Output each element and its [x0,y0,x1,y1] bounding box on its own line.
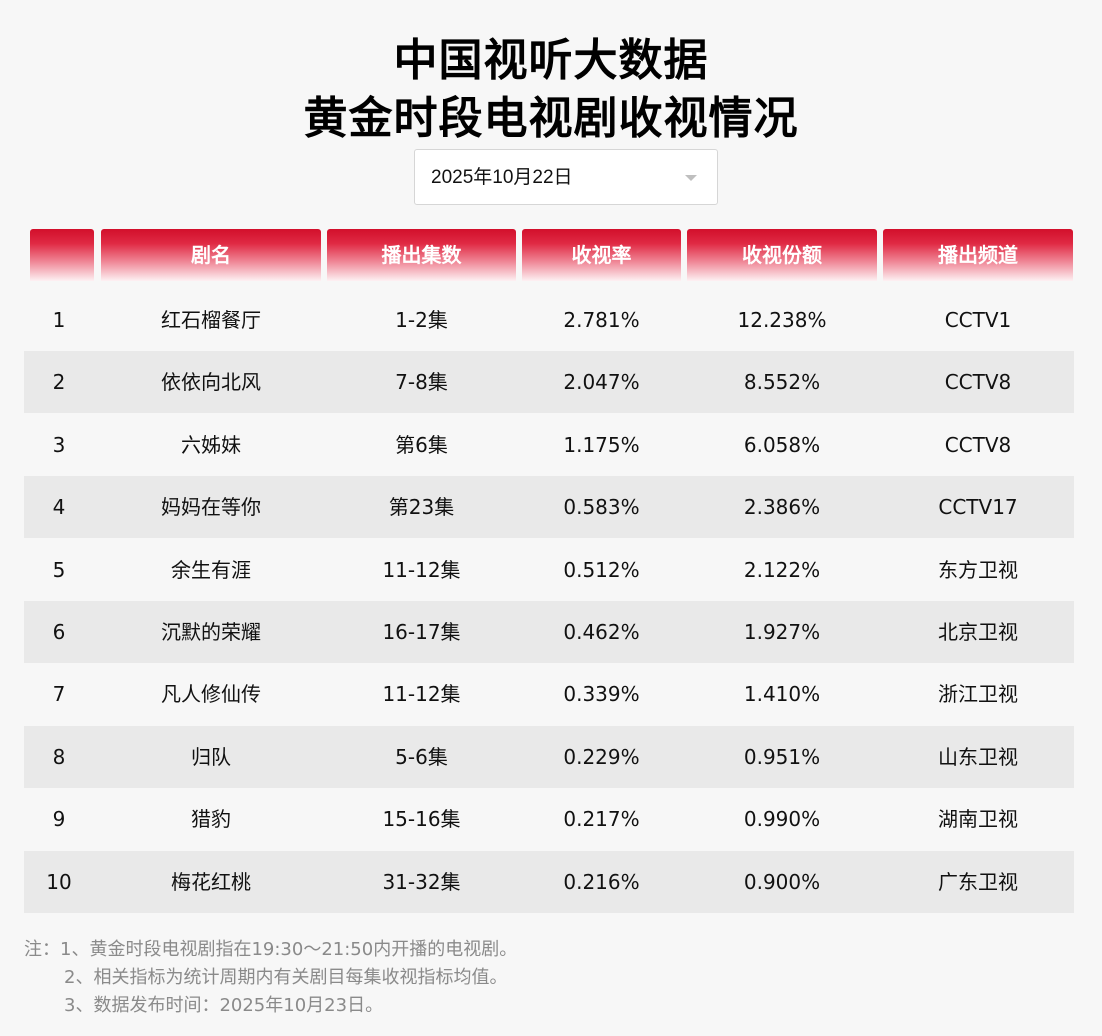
header-name: 剧名 [101,229,321,281]
cell-name: 依依向北风 [161,370,261,395]
chevron-down-icon [685,175,697,181]
cell-share: 2.386% [743,495,821,520]
cell-rating: 1.175% [563,432,640,457]
cell-name: 六姊妹 [181,432,241,457]
cell-rating: 0.229% [563,744,640,769]
cell-episodes: 5-6集 [395,744,448,769]
cell-episodes: 第6集 [395,432,448,457]
table-row: 3 六姊妹 第6集 1.175% 6.058% CCTV8 [24,414,1074,476]
cell-episodes: 11-12集 [382,682,461,707]
cell-share: 12.238% [737,308,827,332]
page-subtitle: 黄金时段电视剧收视情况 [303,93,799,144]
date-select-value: 2025年10月22日 [431,167,573,188]
table-row: 8 归队 5-6集 0.229% 0.951% 山东卫视 [24,725,1074,788]
footnote-2: 2、相关指标为统计周期内有关剧目每集收视指标均值。 [64,967,508,988]
table-row: 1 红石榴餐厅 1-2集 2.781% 12.238% CCTV1 [24,289,1074,351]
date-select[interactable]: 2025年10月22日 [414,149,718,205]
cell-rating: 0.583% [563,495,640,520]
cell-rating: 0.462% [563,620,640,644]
cell-share: 6.058% [743,432,821,457]
cell-episodes: 11-12集 [382,557,461,582]
cell-channel: CCTV8 [944,370,1012,395]
cell-episodes: 16-17集 [382,620,461,644]
cell-name: 凡人修仙传 [161,682,261,707]
cell-share: 2.122% [743,557,821,582]
table-row: 7 凡人修仙传 11-12集 0.339% 1.410% 浙江卫视 [24,663,1074,725]
cell-channel: 浙江卫视 [938,682,1018,707]
cell-channel: CCTV8 [944,432,1012,457]
cell-episodes: 1-2集 [395,308,448,332]
cell-channel: CCTV1 [944,308,1012,332]
cell-name: 猎豹 [191,807,231,832]
cell-channel: 北京卫视 [938,620,1018,644]
cell-channel: 东方卫视 [938,557,1018,582]
cell-rating: 2.047% [563,370,640,395]
cell-share: 0.900% [743,869,821,894]
cell-rank: 3 [52,432,66,457]
cell-share: 1.410% [743,682,821,707]
cell-name: 沉默的荣耀 [161,620,261,644]
cell-rating: 0.512% [563,557,640,582]
cell-episodes: 7-8集 [395,370,448,395]
cell-episodes: 第23集 [388,495,455,520]
cell-rank: 7 [52,682,66,707]
table-row: 4 妈妈在等你 第23集 0.583% 2.386% CCTV17 [24,476,1074,539]
header-episodes: 播出集数 [327,229,516,281]
cell-rank: 1 [52,308,66,332]
cell-rank: 2 [52,370,66,395]
cell-name: 归队 [191,744,231,769]
cell-channel: CCTV17 [938,495,1018,520]
cell-share: 1.927% [743,620,821,644]
table-row: 6 沉默的荣耀 16-17集 0.462% 1.927% 北京卫视 [24,601,1074,663]
cell-rank: 9 [52,807,66,832]
cell-name: 妈妈在等你 [161,495,261,520]
cell-rank: 6 [52,620,66,644]
header-channel: 播出频道 [883,229,1073,281]
cell-rating: 2.781% [563,308,640,332]
cell-rating: 0.216% [563,869,640,894]
cell-share: 0.951% [743,744,821,769]
cell-name: 梅花红桃 [171,869,251,894]
footnote-3: 3、数据发布时间：2025年10月23日。 [64,995,384,1016]
table-row: 10 梅花红桃 31-32集 0.216% 0.900% 广东卫视 [24,850,1074,913]
cell-name: 余生有涯 [171,557,251,582]
header-rating: 收视率 [522,229,681,281]
cell-channel: 山东卫视 [938,744,1018,769]
header-share: 收视份额 [687,229,877,281]
cell-rank: 4 [52,495,66,520]
table-row: 9 猎豹 15-16集 0.217% 0.990% 湖南卫视 [24,788,1074,850]
cell-episodes: 31-32集 [382,869,461,894]
footnotes: 注：1、黄金时段电视剧指在19:30～21:50内开播的电视剧。 2、相关指标为… [24,936,517,1020]
cell-channel: 湖南卫视 [938,807,1018,832]
table-row: 2 依依向北风 7-8集 2.047% 8.552% CCTV8 [24,351,1074,414]
cell-name: 红石榴餐厅 [161,308,261,332]
page-title: 中国视听大数据 [393,35,709,86]
header-rank [30,229,94,281]
table-row: 5 余生有涯 11-12集 0.512% 2.122% 东方卫视 [24,539,1074,601]
cell-rating: 0.339% [563,682,640,707]
footnote-1: 注：1、黄金时段电视剧指在19:30～21:50内开播的电视剧。 [24,939,518,960]
table-header: 剧名 播出集数 收视率 收视份额 播出频道 [0,229,1102,281]
cell-channel: 广东卫视 [938,869,1018,894]
cell-rank: 10 [46,869,72,894]
cell-rating: 0.217% [563,807,640,832]
cell-rank: 8 [52,744,66,769]
cell-share: 0.990% [743,807,821,832]
cell-share: 8.552% [743,370,821,395]
cell-rank: 5 [52,557,66,582]
cell-episodes: 15-16集 [382,807,461,832]
